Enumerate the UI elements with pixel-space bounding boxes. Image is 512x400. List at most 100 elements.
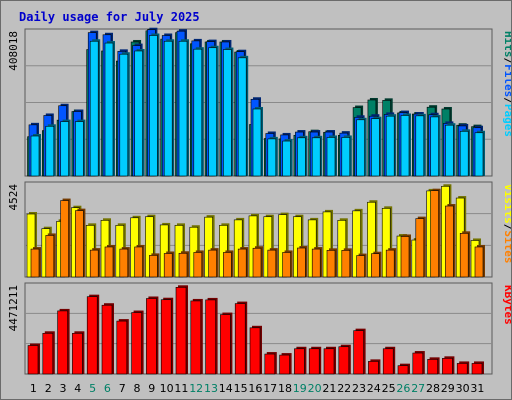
bar-sites-day-18 xyxy=(282,252,291,278)
bar-kbytes-day-13 xyxy=(205,299,216,375)
x-tick-label-day-18: 18 xyxy=(278,382,292,395)
bar-hits-day-19 xyxy=(297,137,306,177)
bar-hits-day-16 xyxy=(252,108,262,177)
x-tick-label-day-17: 17 xyxy=(263,382,277,395)
x-tick-label-day-31: 31 xyxy=(470,382,484,395)
x-tick-label-day-2: 2 xyxy=(45,382,52,395)
bar-kbytes-day-10 xyxy=(160,299,172,375)
bar-kbytes-day-23 xyxy=(353,330,364,375)
bar-kbytes-day-15 xyxy=(234,303,246,375)
bar-hits-day-6 xyxy=(104,42,114,177)
bar-hits-day-28 xyxy=(430,116,439,177)
bar-sites-day-8 xyxy=(134,246,143,278)
x-tick-label-day-5: 5 xyxy=(89,382,96,395)
legend-part: Visits xyxy=(502,184,511,224)
bar-sites-day-27 xyxy=(415,218,425,278)
legend-part: Files xyxy=(502,64,511,97)
bar-sites-day-25 xyxy=(385,249,395,278)
bar-sites-day-19 xyxy=(297,247,306,278)
bar-kbytes-day-17 xyxy=(264,353,276,375)
x-tick-label-day-13: 13 xyxy=(204,382,218,395)
x-tick-label-day-29: 29 xyxy=(441,382,455,395)
bar-hits-day-30 xyxy=(459,131,469,177)
legend-part: Sites xyxy=(502,230,511,263)
bar-hits-day-4 xyxy=(75,121,84,177)
x-tick-label-day-8: 8 xyxy=(134,382,141,395)
bar-kbytes-day-30 xyxy=(456,363,468,375)
bar-sites-day-14 xyxy=(223,252,232,278)
bar-sites-day-5 xyxy=(89,249,99,278)
bar-sites-day-15 xyxy=(237,248,247,278)
legend-part: Hits xyxy=(502,31,511,58)
x-tick-label-day-21: 21 xyxy=(322,382,336,395)
bar-hits-day-21 xyxy=(326,137,336,177)
bar-sites-day-7 xyxy=(119,248,129,278)
bar-kbytes-day-29 xyxy=(442,358,453,375)
bar-kbytes-day-21 xyxy=(323,348,335,375)
bar-hits-day-5 xyxy=(89,40,99,177)
bar-hits-day-31 xyxy=(474,132,484,177)
bar-hits-day-18 xyxy=(282,140,291,177)
y-max-label-hits-files-pages: 408018 xyxy=(7,31,20,71)
chart-title: Daily usage for July 2025 xyxy=(19,10,200,24)
bar-kbytes-day-2 xyxy=(42,332,54,375)
bar-hits-day-3 xyxy=(60,121,69,177)
x-tick-label-day-28: 28 xyxy=(426,382,440,395)
bar-hits-day-9 xyxy=(149,35,158,177)
series-legend-hits-files-pages: Hits/Files/Pages xyxy=(502,31,511,137)
bar-kbytes-day-5 xyxy=(86,296,98,375)
bar-kbytes-day-4 xyxy=(72,332,83,375)
bar-sites-day-21 xyxy=(326,250,336,278)
bar-kbytes-day-11 xyxy=(175,286,187,375)
bar-sites-day-6 xyxy=(104,246,114,278)
legend-part: KBytes xyxy=(502,285,511,325)
bar-hits-day-24 xyxy=(371,118,380,177)
x-tick-label-day-30: 30 xyxy=(456,382,470,395)
bar-sites-day-17 xyxy=(267,249,277,278)
bar-hits-day-27 xyxy=(415,115,425,177)
legend-part: / xyxy=(502,97,511,104)
legend-part: / xyxy=(502,58,511,65)
bar-sites-day-3 xyxy=(60,200,69,278)
bar-sites-day-26 xyxy=(400,236,410,278)
y-max-label-kbytes: 4471211 xyxy=(7,285,20,331)
bar-kbytes-day-28 xyxy=(427,359,438,375)
x-tick-label-day-22: 22 xyxy=(337,382,351,395)
bar-kbytes-day-7 xyxy=(116,320,128,375)
bar-hits-day-2 xyxy=(45,125,55,177)
bar-kbytes-day-6 xyxy=(101,304,113,375)
x-tick-label-day-26: 26 xyxy=(396,382,410,395)
legend-part: Pages xyxy=(502,104,511,137)
bar-kbytes-day-22 xyxy=(338,346,350,375)
bar-kbytes-day-19 xyxy=(294,348,305,375)
bar-sites-day-2 xyxy=(45,235,55,278)
bar-hits-day-8 xyxy=(134,50,143,177)
x-tick-label-day-9: 9 xyxy=(148,382,155,395)
bar-hits-day-23 xyxy=(356,119,365,177)
bar-sites-day-11 xyxy=(178,252,188,278)
bar-kbytes-day-27 xyxy=(412,352,424,375)
bar-hits-day-26 xyxy=(400,115,410,177)
x-tick-label-day-12: 12 xyxy=(189,382,203,395)
bar-kbytes-day-18 xyxy=(279,354,290,375)
bar-hits-day-11 xyxy=(178,40,188,177)
y-max-label-visits-sites: 4524 xyxy=(7,184,20,211)
x-tick-label-day-6: 6 xyxy=(104,382,111,395)
bar-kbytes-day-8 xyxy=(131,312,142,375)
bar-kbytes-day-9 xyxy=(146,298,157,375)
bar-sites-day-30 xyxy=(459,233,469,278)
bar-hits-day-12 xyxy=(193,48,203,177)
bar-kbytes-day-12 xyxy=(190,300,202,375)
bar-sites-day-1 xyxy=(30,248,40,278)
x-tick-label-day-1: 1 xyxy=(30,382,37,395)
bar-kbytes-day-20 xyxy=(308,348,320,375)
bar-sites-day-12 xyxy=(193,252,203,278)
bar-hits-day-13 xyxy=(208,47,217,177)
bar-kbytes-day-25 xyxy=(382,348,394,375)
bar-sites-day-4 xyxy=(75,210,84,278)
x-tick-label-day-4: 4 xyxy=(74,382,81,395)
bar-sites-day-10 xyxy=(163,253,173,278)
bar-hits-day-15 xyxy=(237,57,247,177)
bar-hits-day-10 xyxy=(163,40,173,177)
